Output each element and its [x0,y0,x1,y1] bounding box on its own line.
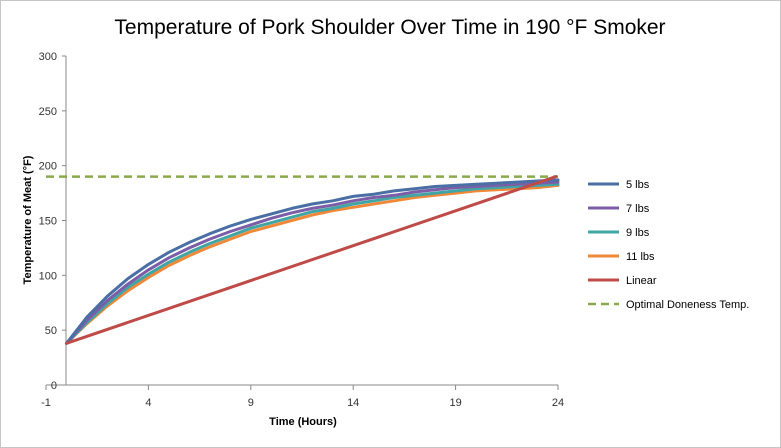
y-tick-label: 0 [51,380,57,392]
y-tick-label: 300 [39,51,57,63]
series-line-linear [65,175,558,345]
x-tick-label: -1 [41,397,51,409]
x-tick-label: 9 [248,397,254,409]
y-tick-label: 250 [39,106,57,118]
x-tick-label: 24 [552,397,564,409]
x-axis-label: Time (Hours) [269,416,337,428]
y-axis-label: Temperature of Meat (°F) [22,155,34,284]
legend-label: 7 lbs [626,203,650,215]
y-axis-ticks: 0 50 100 150 200 250 300 [39,51,66,392]
series-line-5-lbs [65,178,560,345]
y-tick-label: 100 [39,270,57,282]
x-axis-ticks: -1 4 9 14 19 24 [41,385,564,409]
y-tick-label: 50 [45,325,57,337]
series-line-7-lbs [65,180,560,345]
legend-label: 9 lbs [626,227,650,239]
x-tick-label: 4 [145,397,151,409]
chart-title: Temperature of Pork Shoulder Over Time i… [114,16,665,39]
y-tick-label: 200 [39,161,57,173]
legend-label: Linear [626,275,657,287]
x-tick-label: 19 [449,397,461,409]
legend-label: 5 lbs [626,179,650,191]
legend-label: Optimal Doneness Temp. [626,299,749,311]
series-layer [46,175,560,345]
series-line-9-lbs [65,182,560,345]
legend-label: 11 lbs [626,251,655,263]
x-tick-label: 14 [347,397,359,409]
y-tick-label: 150 [39,216,57,228]
series-line-11-lbs [65,183,560,345]
legend: 5 lbs 7 lbs 9 lbs 11 lbs Linear Optimal Donen… [588,179,749,311]
